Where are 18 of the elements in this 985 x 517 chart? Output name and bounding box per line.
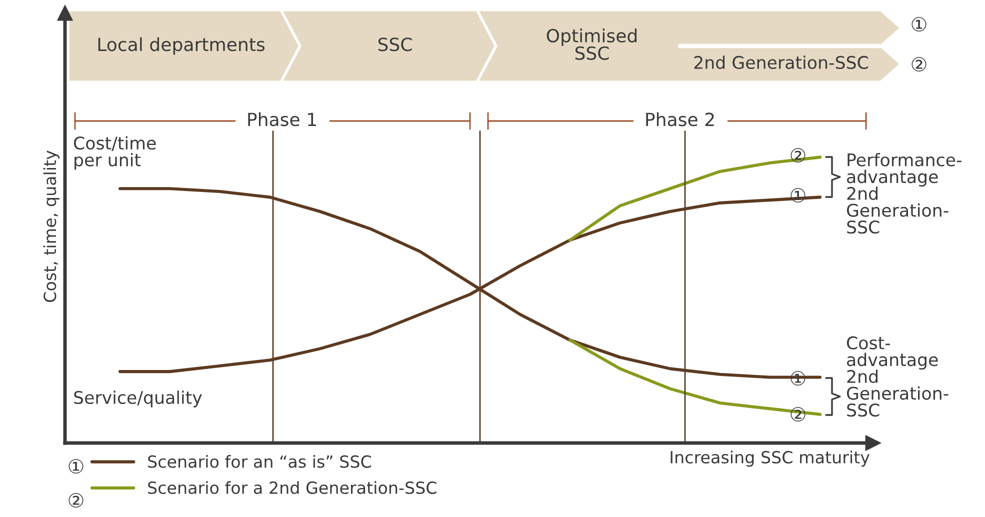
text: SSC — [378, 38, 412, 52]
text: Local departments — [98, 37, 264, 55]
annotation: Cost/time per unit — [74, 136, 156, 170]
legend-label: Scenario for a 2nd Generation-SSC — [148, 481, 436, 494]
text: Phase 1 — [248, 112, 316, 126]
text: ② — [68, 493, 84, 508]
text: ① — [68, 459, 84, 474]
x-axis-title: Increasing SSC maturity — [670, 450, 870, 467]
y-axis-title: Cost, time, quality — [43, 150, 60, 302]
annotation: Performance- advantage 2nd Generation- SSC — [846, 152, 962, 234]
text: Phase 2 — [646, 112, 714, 126]
text: ② — [912, 57, 926, 72]
legend-label: Scenario for an “as is” SSC — [148, 455, 372, 468]
text: 2nd Generation-SSC — [694, 56, 868, 70]
text: ① — [912, 17, 926, 32]
text: Optimised SSC — [546, 28, 637, 60]
annotation: Cost- advantage 2nd Generation- SSC — [846, 336, 948, 417]
annotation: Service/quality — [74, 390, 202, 408]
